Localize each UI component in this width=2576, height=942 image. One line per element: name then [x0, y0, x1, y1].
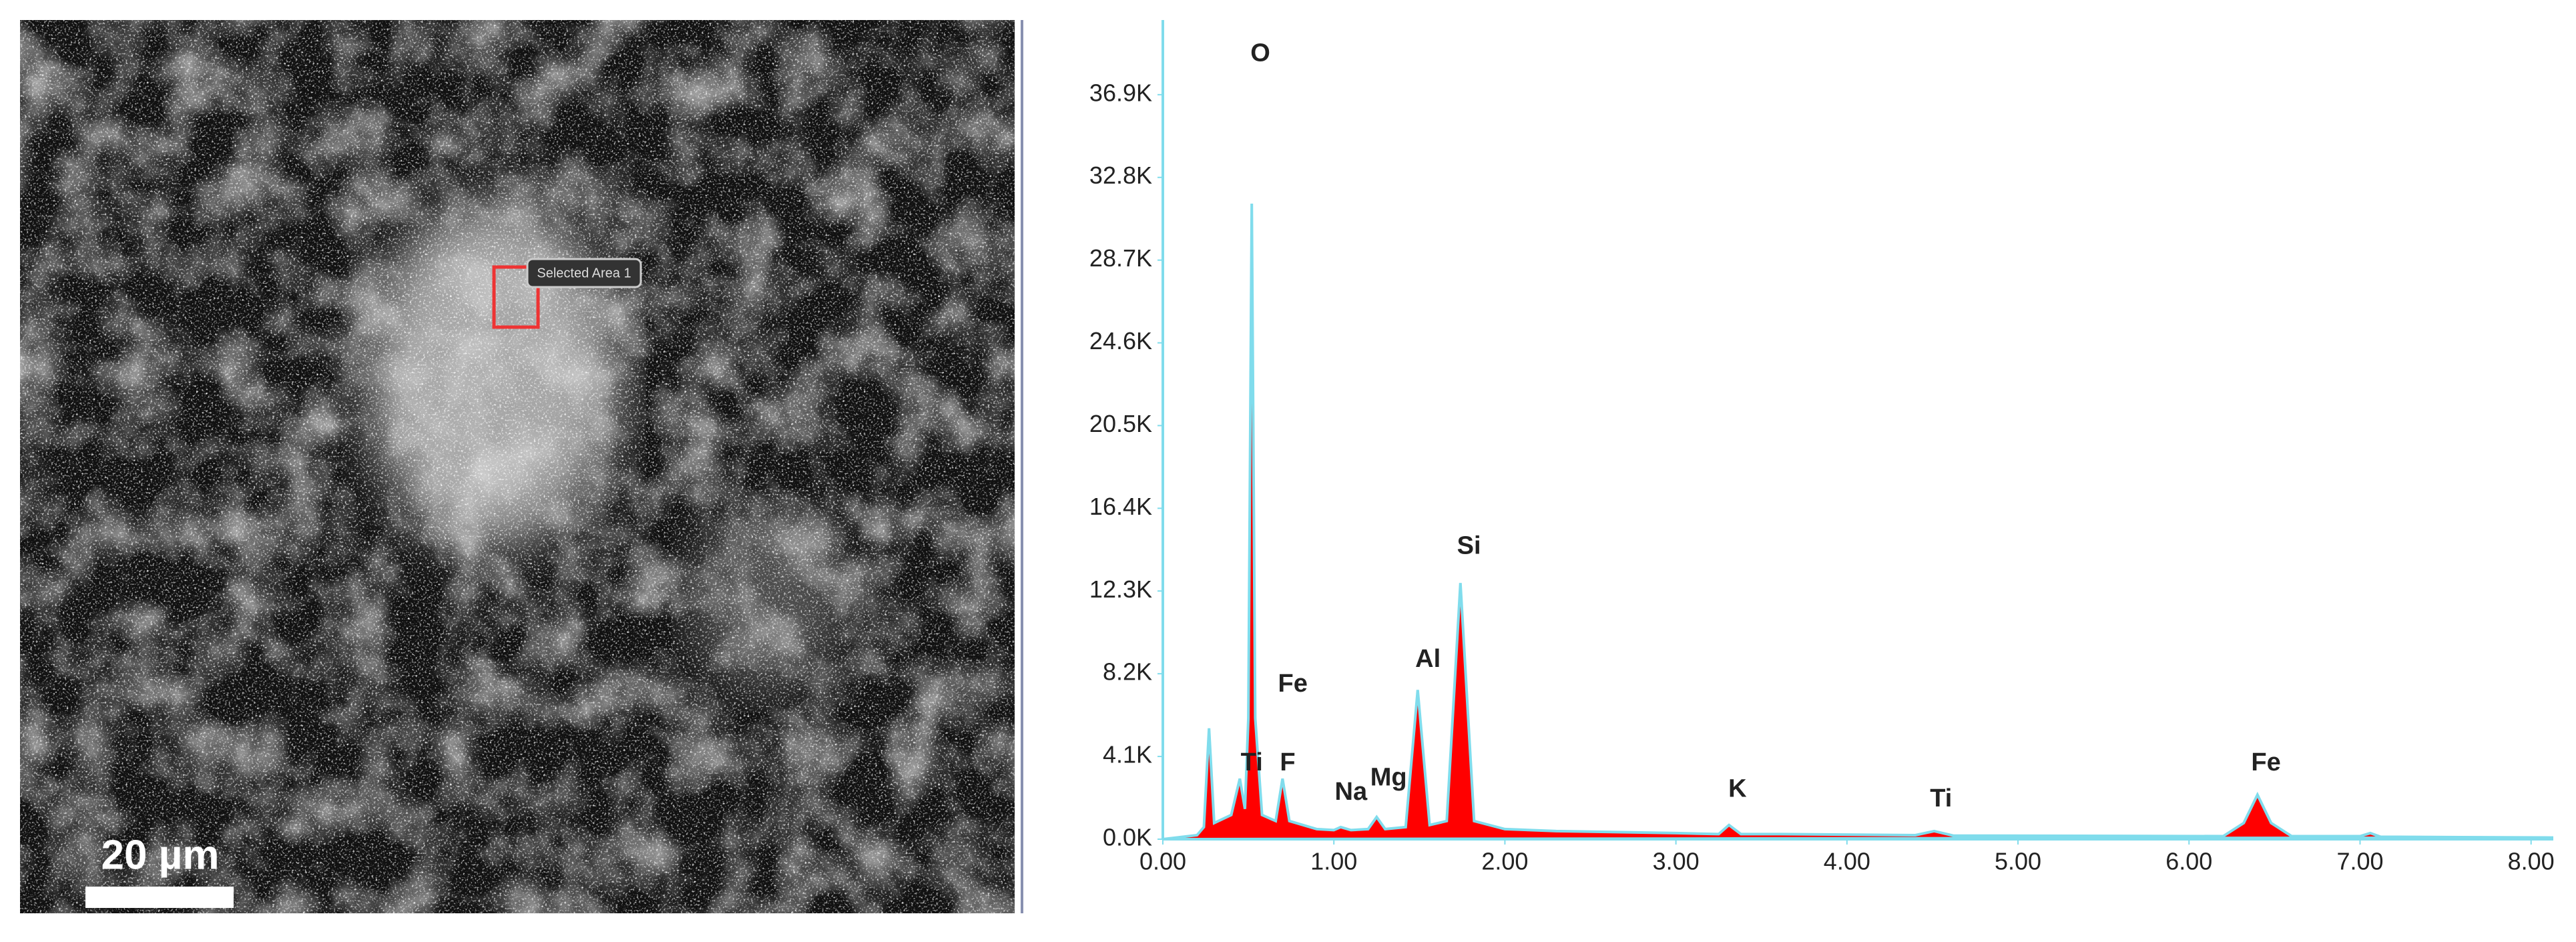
- peak-label: K: [1728, 774, 1747, 802]
- y-tick-label: 16.4K: [1089, 493, 1152, 520]
- y-tick-label: 20.5K: [1089, 410, 1152, 437]
- peak-label: Na: [1335, 778, 1368, 806]
- y-tick-label: 12.3K: [1089, 575, 1152, 603]
- peak-label: Mg: [1370, 763, 1407, 791]
- y-tick-label: 8.2K: [1103, 658, 1152, 686]
- spectrum-chart: 0.0K 4.1K 8.2K 12.3K 16.4K 20.5K 24.6K 28.7K 32.…: [1089, 20, 2555, 875]
- selection-box: [492, 265, 540, 329]
- y-tick-label: 32.8K: [1089, 162, 1152, 189]
- x-tick-label: 0.00: [1139, 848, 1186, 875]
- x-tick-label: 2.00: [1481, 848, 1528, 875]
- y-tick-label: 28.7K: [1089, 244, 1152, 272]
- peak-label: O: [1250, 39, 1270, 67]
- y-tick-label: 4.1K: [1103, 741, 1152, 768]
- sem-image: Selected Area 1 20 µm: [20, 20, 1015, 913]
- y-tick-label: 36.9K: [1089, 79, 1152, 106]
- peak-label: F: [1280, 748, 1295, 776]
- scale-bar: [85, 887, 234, 908]
- selection-tag: [526, 258, 642, 288]
- x-tick-label: 8.00: [2508, 848, 2555, 875]
- peak-label: Si: [1457, 531, 1481, 559]
- peak-label: Fe: [2251, 748, 2280, 776]
- scale-bar-label: 20 µm: [101, 832, 219, 878]
- peak-label: Ti: [1241, 748, 1263, 776]
- x-tick-label: 1.00: [1310, 848, 1357, 875]
- x-tick-label: 5.00: [1995, 848, 2041, 875]
- x-tick-label: 6.00: [2165, 848, 2212, 875]
- x-tick-label: 4.00: [1824, 848, 1870, 875]
- peak-label: Al: [1415, 645, 1441, 673]
- y-tick-label: 24.6K: [1089, 327, 1152, 355]
- spectrum-area: [1162, 203, 2554, 841]
- y-tick-label: 0.0K: [1103, 824, 1152, 851]
- peak-label: Fe: [1278, 670, 1308, 698]
- x-tick-label: 3.00: [1653, 848, 1700, 875]
- selection-label: Selected Area 1: [537, 266, 631, 280]
- x-tick-label: 7.00: [2336, 848, 2383, 875]
- peak-label: Ti: [1930, 784, 1952, 812]
